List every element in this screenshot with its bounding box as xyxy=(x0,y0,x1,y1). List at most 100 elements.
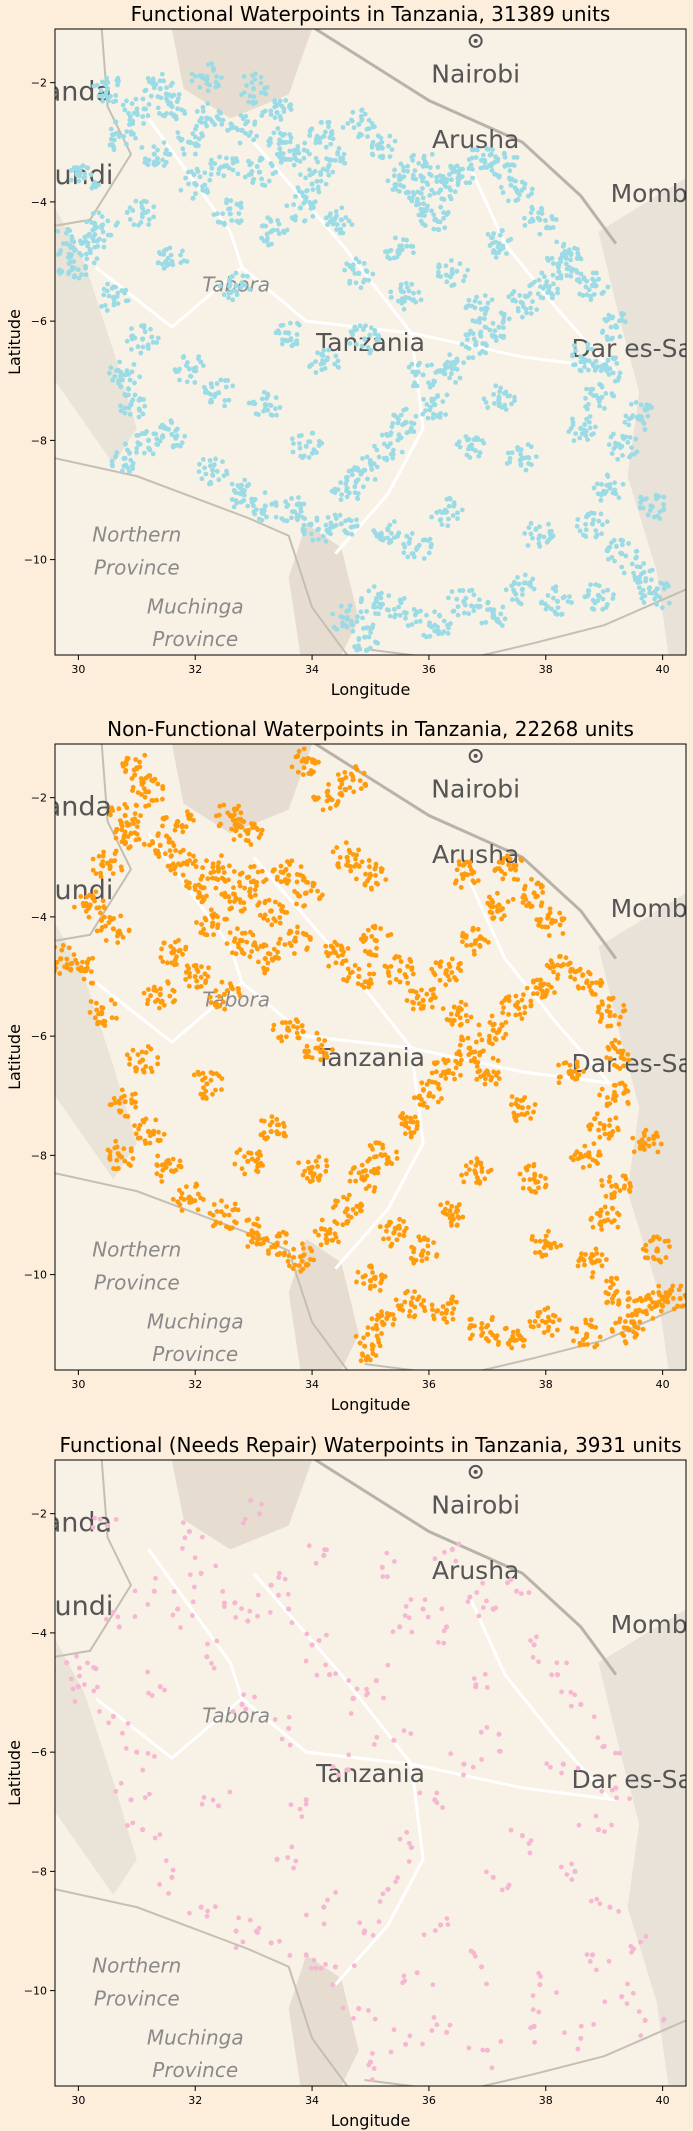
scatter-point xyxy=(378,595,384,601)
scatter-point xyxy=(628,401,634,407)
scatter-point xyxy=(500,906,505,911)
scatter-point xyxy=(250,177,256,183)
scatter-point xyxy=(606,1135,612,1141)
scatter-point xyxy=(474,1180,479,1185)
scatter-point xyxy=(350,969,355,975)
scatter-point xyxy=(121,1146,127,1152)
scatter-point xyxy=(615,456,621,462)
scatter-point xyxy=(573,348,578,353)
nairobi-marker-dot xyxy=(473,38,478,43)
scatter-point xyxy=(128,1148,134,1154)
scatter-point xyxy=(122,1099,128,1105)
scatter-point xyxy=(451,503,457,509)
scatter-point xyxy=(633,1324,639,1330)
scatter-point xyxy=(587,425,593,431)
scatter-point xyxy=(154,1171,160,1177)
scatter-point xyxy=(356,973,362,980)
scatter-point xyxy=(478,306,485,312)
scatter-point xyxy=(515,1328,521,1334)
scatter-point xyxy=(146,222,152,227)
scatter-point xyxy=(360,1169,366,1174)
scatter-point xyxy=(438,1202,444,1208)
scatter-point xyxy=(616,1298,622,1303)
scatter-point xyxy=(157,842,163,849)
scatter-point xyxy=(376,337,382,342)
scatter-point xyxy=(539,205,544,211)
scatter-point xyxy=(352,271,358,276)
scatter-point xyxy=(452,1076,457,1082)
scatter-point xyxy=(300,526,306,532)
scatter-point xyxy=(345,615,350,620)
scatter-point xyxy=(156,1129,161,1135)
scatter-point xyxy=(305,1262,311,1268)
scatter-point xyxy=(366,634,372,640)
scatter-point xyxy=(247,286,252,292)
scatter-point xyxy=(241,900,247,906)
scatter-point xyxy=(489,297,495,303)
scatter-point xyxy=(539,211,545,216)
scatter-point xyxy=(445,631,451,636)
scatter-point xyxy=(528,520,534,526)
scatter-point xyxy=(119,867,125,873)
scatter-point xyxy=(151,214,157,220)
scatter-point xyxy=(347,341,353,346)
scatter-point xyxy=(247,954,253,959)
scatter-point xyxy=(493,1081,499,1086)
scatter-point xyxy=(547,1318,552,1323)
scatter-point xyxy=(205,101,211,106)
scatter-point xyxy=(345,530,351,536)
scatter-point xyxy=(126,469,132,475)
scatter-point xyxy=(360,456,365,461)
scatter-point xyxy=(593,1246,599,1252)
scatter-point xyxy=(596,583,602,589)
scatter-point xyxy=(421,201,426,207)
scatter-point xyxy=(82,171,88,177)
scatter-point xyxy=(500,190,506,195)
scatter-point xyxy=(661,494,667,500)
scatter-point xyxy=(226,1225,232,1230)
scatter-point xyxy=(473,155,479,160)
scatter-point xyxy=(429,208,434,214)
scatter-point xyxy=(488,1077,494,1083)
scatter-point xyxy=(198,974,204,980)
scatter-point xyxy=(397,243,402,249)
scatter-point xyxy=(251,94,257,99)
scatter-point xyxy=(343,787,349,792)
scatter-point xyxy=(517,1011,523,1017)
scatter-point xyxy=(374,464,380,470)
scatter-point xyxy=(271,1022,277,1028)
scatter-point xyxy=(160,157,166,163)
scatter-point xyxy=(454,596,460,602)
scatter-point xyxy=(328,520,334,526)
scatter-point xyxy=(401,541,407,547)
scatter-point xyxy=(448,274,453,280)
scatter-point xyxy=(343,775,349,780)
scatter-point xyxy=(545,593,551,598)
scatter-point xyxy=(255,902,261,908)
scatter-point xyxy=(470,1332,475,1338)
scatter-point xyxy=(508,1102,514,1108)
scatter-point xyxy=(376,454,382,460)
scatter-point xyxy=(289,509,295,514)
scatter-point xyxy=(234,201,240,207)
scatter-point xyxy=(251,399,256,405)
scatter-point xyxy=(227,211,233,217)
scatter-point xyxy=(350,266,356,272)
scatter-point xyxy=(550,1319,556,1325)
scatter-point xyxy=(271,946,277,952)
scatter-point xyxy=(325,120,331,125)
map-city-label: Dar es-Salaa xyxy=(571,1049,693,1078)
scatter-point xyxy=(429,514,434,520)
scatter-point xyxy=(444,177,450,183)
scatter-point xyxy=(319,440,325,446)
scatter-point xyxy=(607,1123,612,1128)
scatter-point xyxy=(404,998,410,1003)
scatter-point xyxy=(191,853,196,859)
scatter-point xyxy=(650,1316,656,1321)
scatter-point xyxy=(175,130,181,135)
scatter-point xyxy=(250,932,256,938)
scatter-point xyxy=(356,966,362,972)
scatter-point xyxy=(503,587,509,593)
scatter-point xyxy=(118,408,124,414)
scatter-point xyxy=(224,200,229,206)
